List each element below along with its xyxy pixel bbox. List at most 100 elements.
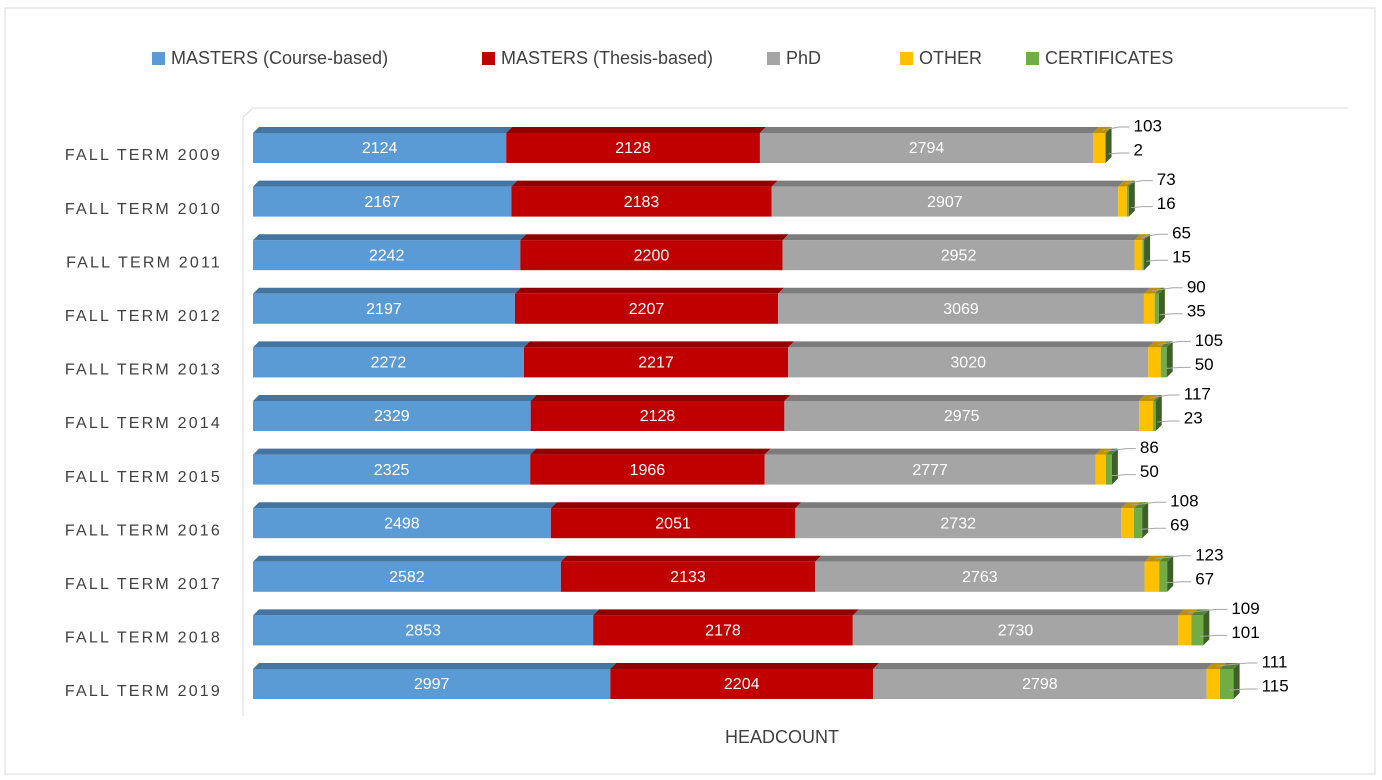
bar (253, 401, 531, 431)
bar-side (1167, 555, 1174, 592)
data-label: 103 (1134, 116, 1162, 135)
data-label: 1966 (630, 462, 666, 479)
bar-top (253, 502, 557, 509)
bar (506, 133, 760, 163)
bar-top (560, 555, 822, 562)
leader-line (1229, 688, 1258, 691)
bar (520, 240, 783, 271)
bar-top (759, 127, 1100, 133)
leader-line (1141, 527, 1167, 530)
leader-line (1103, 448, 1136, 453)
bar-top (610, 663, 880, 669)
leader-line (1125, 180, 1153, 185)
leader-line (1141, 233, 1169, 238)
data-label: 69 (1170, 516, 1189, 535)
bar (782, 240, 1135, 271)
bar (514, 293, 779, 324)
bar (784, 401, 1140, 431)
bar (253, 669, 611, 699)
data-label: 2242 (369, 247, 405, 264)
leader-line (1166, 366, 1191, 369)
data-label: 2183 (624, 194, 660, 211)
data-label: 2582 (389, 569, 425, 586)
bar (253, 508, 551, 539)
bar-side (1203, 609, 1210, 646)
bar-top (764, 448, 1102, 455)
bar (795, 508, 1122, 539)
bar-top (795, 502, 1128, 509)
data-label: 105 (1195, 331, 1223, 350)
data-label: 2498 (384, 515, 420, 532)
bar-top (514, 287, 785, 294)
leader-line (1187, 608, 1228, 613)
x-axis-label: HEADCOUNT (725, 727, 839, 747)
bar (550, 508, 796, 539)
bar-top (788, 341, 1155, 348)
bar (759, 133, 1094, 163)
bar-top (253, 287, 521, 294)
bar (511, 186, 772, 217)
y-tick-label: FALL TERM 2013 (65, 362, 222, 379)
leader-line (1216, 662, 1258, 667)
data-label: 115 (1262, 676, 1289, 695)
data-label: 117 (1184, 384, 1211, 403)
data-label: 2730 (998, 623, 1034, 640)
data-label: 2128 (640, 408, 676, 425)
bar-top (530, 448, 771, 455)
data-label: 65 (1172, 224, 1191, 243)
data-label: 50 (1195, 355, 1214, 374)
bar-top (782, 234, 1141, 241)
bar (1121, 508, 1134, 539)
bar (253, 133, 507, 163)
bar (1159, 561, 1168, 592)
leader-line (1166, 581, 1192, 584)
data-label: 2197 (366, 301, 402, 318)
bar-top (815, 555, 1151, 562)
bar-side (1233, 663, 1240, 699)
bar (593, 615, 853, 646)
data-label: 2128 (615, 140, 651, 157)
data-label: 50 (1140, 462, 1159, 481)
data-label: 111 (1262, 652, 1288, 671)
bar (253, 240, 521, 271)
bar-top (253, 341, 530, 348)
bar (1134, 240, 1143, 271)
bar (610, 669, 874, 699)
bar-top (523, 341, 795, 348)
data-label: 23 (1184, 408, 1203, 427)
bar-top (593, 609, 859, 616)
bar (1142, 240, 1145, 271)
bar-top (253, 395, 537, 401)
leader-line (1130, 206, 1153, 209)
bar-side (1158, 287, 1165, 324)
bar (852, 615, 1179, 646)
bar (253, 186, 512, 217)
data-label: 2167 (364, 194, 400, 211)
bar-top (784, 395, 1146, 401)
bar-top (511, 180, 778, 187)
bar (1191, 615, 1204, 646)
leader-line (1159, 313, 1183, 316)
data-label: 16 (1157, 194, 1176, 213)
bar-top (771, 180, 1125, 187)
data-label: 2207 (629, 301, 665, 318)
bar-side (1155, 395, 1162, 431)
bar-side (1144, 234, 1151, 271)
data-label: 2 (1134, 140, 1143, 159)
data-label: 2997 (414, 676, 450, 693)
data-label: 2272 (371, 355, 407, 372)
bar (1148, 347, 1161, 378)
bar-top (253, 555, 567, 562)
bar-top (506, 127, 766, 133)
data-label: 2133 (670, 569, 706, 586)
bar (1139, 401, 1154, 431)
leader-line (1146, 259, 1169, 262)
legend-swatch (767, 52, 780, 65)
data-label: 2907 (927, 194, 963, 211)
bar-top (253, 127, 513, 133)
leader-line (1157, 340, 1191, 345)
bar (253, 347, 524, 378)
leader-line (1152, 287, 1183, 292)
bar (771, 186, 1119, 217)
bar-top (253, 448, 537, 455)
